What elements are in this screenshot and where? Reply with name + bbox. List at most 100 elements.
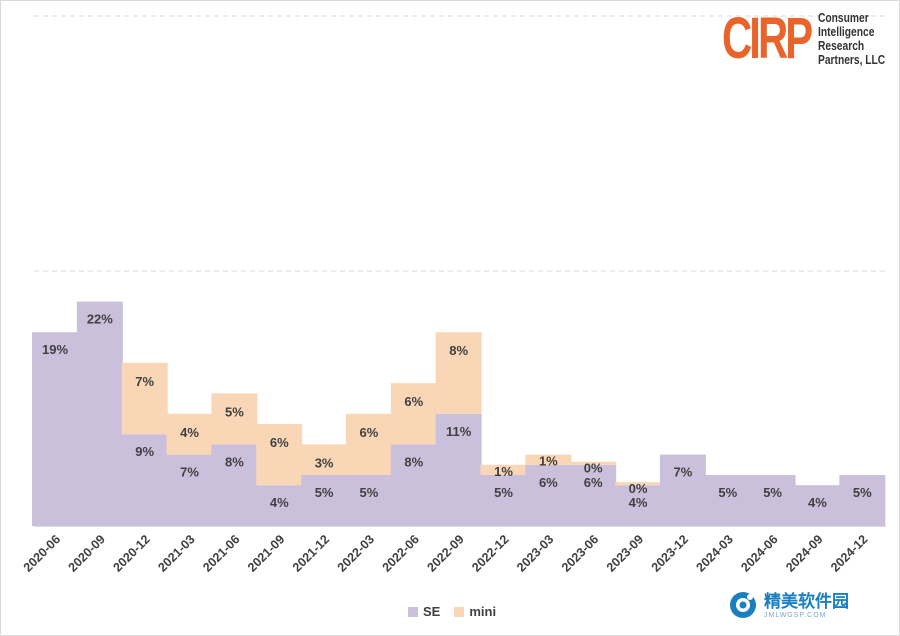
data-label-se: 5% [718, 485, 737, 500]
x-tick-label: 2022-12 [469, 532, 511, 574]
bar-se [390, 444, 437, 526]
bar-se [121, 434, 168, 526]
data-label-se: 7% [180, 465, 199, 480]
data-label-se: 5% [315, 485, 334, 500]
bar-mini [570, 461, 617, 465]
bar-mini [166, 413, 213, 455]
logo-mark: CIRP [722, 6, 813, 71]
data-label-mini: 4% [180, 425, 199, 440]
legend-item-mini: mini [454, 604, 496, 619]
bar-se [704, 475, 751, 526]
x-tick-label: 2023-03 [514, 532, 556, 574]
bar-se [839, 475, 886, 526]
x-tick-label: 2024-09 [783, 532, 825, 574]
data-label-mini: 6% [404, 394, 423, 409]
data-label-se: 4% [808, 495, 827, 510]
data-label-se: 8% [225, 454, 244, 469]
x-tick-label: 2024-12 [828, 532, 870, 574]
bar-se [76, 301, 123, 526]
data-label-se: 7% [674, 465, 693, 480]
bar-mini [211, 393, 258, 445]
bar-se [345, 475, 392, 526]
legend-label-se: SE [423, 604, 441, 619]
logo-line: Partners, LLC [818, 53, 886, 67]
data-label-se: 6% [584, 475, 603, 490]
bar-se [301, 475, 348, 526]
bars [32, 301, 886, 526]
x-tick-labels: 2020-06 2020-09 2020-12 2021-03 2021-06 2021-… [21, 532, 871, 574]
data-label-mini: 5% [225, 404, 244, 419]
bar-mini [301, 444, 348, 475]
x-tick-label: 2023-09 [604, 532, 646, 574]
bar-se [32, 332, 78, 526]
watermark-main: 精美软件园 [764, 591, 849, 612]
data-label-se: 4% [270, 495, 289, 510]
data-label-mini: 7% [135, 374, 154, 389]
data-label-se: 5% [494, 485, 513, 500]
x-tick-label: 2020-12 [110, 532, 152, 574]
data-label-se: 4% [629, 495, 648, 510]
data-label-mini: 6% [360, 425, 379, 440]
data-label-se: 22% [87, 312, 113, 327]
logo-line: Intelligence [818, 25, 875, 39]
x-tick-label: 2022-06 [380, 532, 422, 574]
x-tick-label: 2022-03 [335, 532, 377, 574]
bar-se [211, 444, 258, 526]
bar-se [615, 485, 662, 526]
logo-company-name: Consumer Intelligence Research Partners,… [818, 11, 885, 67]
x-tick-label: 2022-09 [424, 532, 466, 574]
data-label-se: 19% [42, 342, 68, 357]
data-label-mini: 8% [449, 343, 468, 358]
bar-mini [390, 383, 437, 445]
cirp-logo: CIRP Consumer Intelligence Research Part… [722, 8, 900, 70]
data-label-mini: 1% [539, 454, 558, 469]
bar-mini [480, 464, 527, 475]
bar-se [794, 485, 841, 526]
x-tick-label: 2021-06 [200, 532, 242, 574]
watermark-text: 精美软件园 JMLWGSP.COM [764, 592, 849, 619]
x-tick-label: 2020-09 [66, 532, 108, 574]
legend-swatch-se [408, 606, 418, 617]
data-label-mini: 0% [584, 461, 603, 476]
data-label-mini: 0% [629, 481, 648, 496]
legend-swatch-mini [454, 606, 465, 617]
bar-se [749, 475, 796, 526]
bar-mini [121, 362, 168, 435]
bar-se [480, 475, 527, 526]
bar-mini [615, 482, 662, 486]
watermark-logo-icon [730, 592, 756, 618]
data-label-se: 5% [853, 485, 872, 500]
data-label-se: 11% [446, 424, 472, 439]
bar-se [166, 454, 213, 526]
bar-mini [345, 413, 392, 475]
logo-line: Consumer [818, 11, 869, 25]
x-tick-label: 2020-06 [21, 532, 63, 574]
bar-se [570, 464, 617, 526]
logo-line: Research [818, 39, 865, 53]
bar-se [435, 413, 482, 526]
data-labels: 19% 22% 9% 7% 7% 4% 8% 5% 4% 6% 5% 3% 5% 6% 8% 6% 11% 8% 5… [42, 312, 872, 511]
bar-mini [435, 332, 482, 414]
data-label-se: 5% [360, 485, 379, 500]
data-label-se: 5% [763, 485, 782, 500]
x-tick-label: 2024-03 [694, 532, 736, 574]
data-label-se: 8% [404, 454, 423, 469]
data-label-se: 6% [539, 475, 558, 490]
data-label-mini: 1% [494, 464, 513, 479]
bar-mini [256, 424, 303, 486]
legend: SE mini [408, 604, 496, 619]
data-label-mini: 3% [315, 455, 334, 470]
x-tick-label: 2021-03 [155, 532, 197, 574]
legend-label-mini: mini [469, 604, 497, 619]
x-tick-label: 2021-09 [245, 532, 287, 574]
data-label-se: 9% [135, 444, 154, 459]
x-tick-label: 2021-12 [290, 532, 332, 574]
bar-se [525, 464, 572, 526]
watermark: 精美软件园 JMLWGSP.COM [728, 590, 849, 620]
legend-item-se: SE [408, 604, 440, 619]
bar-mini [525, 454, 572, 465]
x-tick-label: 2023-06 [559, 532, 601, 574]
bar-se [256, 485, 303, 526]
x-tick-label: 2023-12 [649, 532, 691, 574]
